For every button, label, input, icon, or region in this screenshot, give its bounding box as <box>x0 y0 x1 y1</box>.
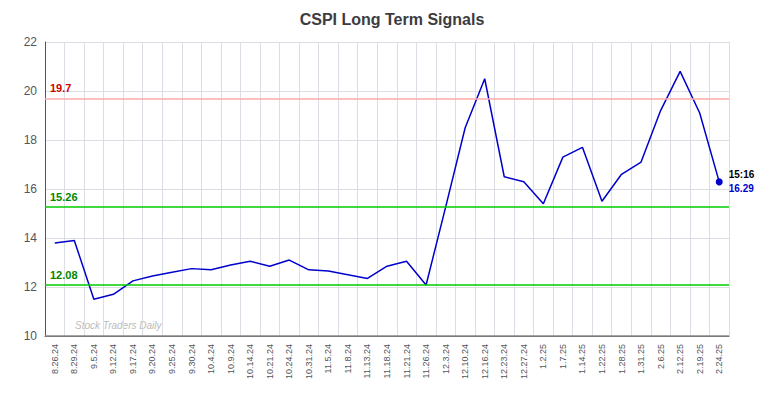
svg-text:Stock Traders Daily: Stock Traders Daily <box>75 320 163 331</box>
svg-text:2.19.25: 2.19.25 <box>695 344 705 374</box>
svg-text:10.9.24: 10.9.24 <box>226 344 236 374</box>
svg-text:1.2.25: 1.2.25 <box>538 344 548 369</box>
svg-text:1.7.25: 1.7.25 <box>558 344 568 369</box>
svg-text:12.27.24: 12.27.24 <box>519 344 529 379</box>
svg-text:10.14.24: 10.14.24 <box>245 344 255 379</box>
svg-text:20: 20 <box>24 84 38 98</box>
svg-text:10.21.24: 10.21.24 <box>265 344 275 379</box>
svg-text:12: 12 <box>24 280 38 294</box>
svg-text:2.6.25: 2.6.25 <box>656 344 666 369</box>
svg-text:14: 14 <box>24 231 38 245</box>
svg-text:9.25.24: 9.25.24 <box>167 344 177 374</box>
svg-text:8.29.24: 8.29.24 <box>69 344 79 374</box>
svg-text:12.08: 12.08 <box>50 269 78 281</box>
svg-text:9.5.24: 9.5.24 <box>89 344 99 369</box>
svg-text:11.13.24: 11.13.24 <box>362 344 372 378</box>
svg-text:2.12.25: 2.12.25 <box>675 344 685 374</box>
svg-text:19.7: 19.7 <box>50 82 71 94</box>
svg-text:1.31.25: 1.31.25 <box>636 344 646 374</box>
svg-text:11.21.24: 11.21.24 <box>402 344 412 378</box>
svg-text:9.17.24: 9.17.24 <box>128 344 138 374</box>
svg-text:10: 10 <box>24 329 38 343</box>
svg-text:12.16.24: 12.16.24 <box>480 344 490 379</box>
svg-text:12.10.24: 12.10.24 <box>460 344 470 379</box>
svg-text:9.12.24: 9.12.24 <box>108 344 118 374</box>
svg-text:11.18.24: 11.18.24 <box>382 344 392 378</box>
svg-text:15.26: 15.26 <box>50 191 78 203</box>
svg-text:1.28.25: 1.28.25 <box>617 344 627 374</box>
svg-text:10.4.24: 10.4.24 <box>206 344 216 374</box>
svg-text:8.26.24: 8.26.24 <box>50 344 60 374</box>
svg-text:CSPI Long Term Signals: CSPI Long Term Signals <box>300 11 485 28</box>
svg-text:1.14.25: 1.14.25 <box>577 344 587 374</box>
svg-text:1.22.25: 1.22.25 <box>597 344 607 374</box>
svg-text:15:16: 15:16 <box>729 169 755 180</box>
svg-text:10.31.24: 10.31.24 <box>304 344 314 379</box>
svg-text:10.24.24: 10.24.24 <box>284 344 294 379</box>
svg-text:11.8.24: 11.8.24 <box>343 344 353 373</box>
svg-text:18: 18 <box>24 133 38 147</box>
svg-text:16.29: 16.29 <box>729 183 754 194</box>
svg-text:16: 16 <box>24 182 38 196</box>
svg-text:12.3.24: 12.3.24 <box>441 344 451 374</box>
svg-text:22: 22 <box>24 35 38 49</box>
svg-text:2.24.25: 2.24.25 <box>714 344 724 374</box>
svg-text:9.20.24: 9.20.24 <box>147 344 157 374</box>
svg-text:12.23.24: 12.23.24 <box>499 344 509 379</box>
svg-text:9.30.24: 9.30.24 <box>187 344 197 374</box>
svg-text:11.5.24: 11.5.24 <box>323 344 333 373</box>
svg-text:11.26.24: 11.26.24 <box>421 344 431 378</box>
